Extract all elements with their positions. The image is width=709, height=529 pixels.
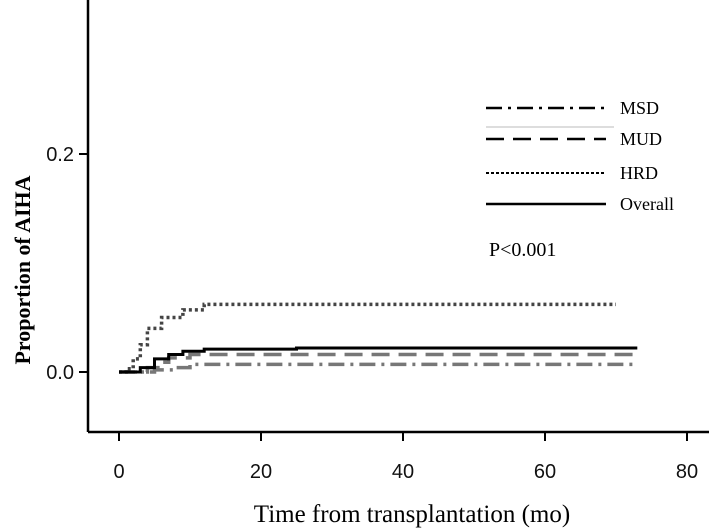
x-tick-label: 60 — [534, 461, 556, 483]
y-tick-label: 0.0 — [46, 362, 74, 384]
x-tick-label: 0 — [113, 461, 124, 483]
x-axis-title: Time from transplantation (mo) — [254, 501, 570, 528]
series-line-msd — [119, 362, 638, 374]
y-axis-title: Proportion of AIHA — [10, 175, 35, 364]
x-tick-label: 80 — [676, 461, 698, 483]
legend: MSD MUD HRD Overall — [486, 98, 674, 214]
axes: 0 20 40 60 80 0.0 0.2 — [46, 0, 709, 483]
legend-label-msd: MSD — [620, 98, 659, 118]
series-layer — [119, 302, 638, 374]
p-value-annotation: P<0.001 — [489, 239, 556, 261]
series-line-hrd — [119, 302, 616, 374]
legend-label-mud: MUD — [620, 129, 662, 149]
legend-label-overall: Overall — [620, 194, 674, 214]
x-tick-label: 20 — [250, 461, 272, 483]
legend-label-hrd: HRD — [620, 163, 658, 183]
y-tick-label: 0.2 — [46, 144, 74, 166]
series-line-overall — [119, 346, 638, 374]
x-tick-label: 40 — [392, 461, 414, 483]
